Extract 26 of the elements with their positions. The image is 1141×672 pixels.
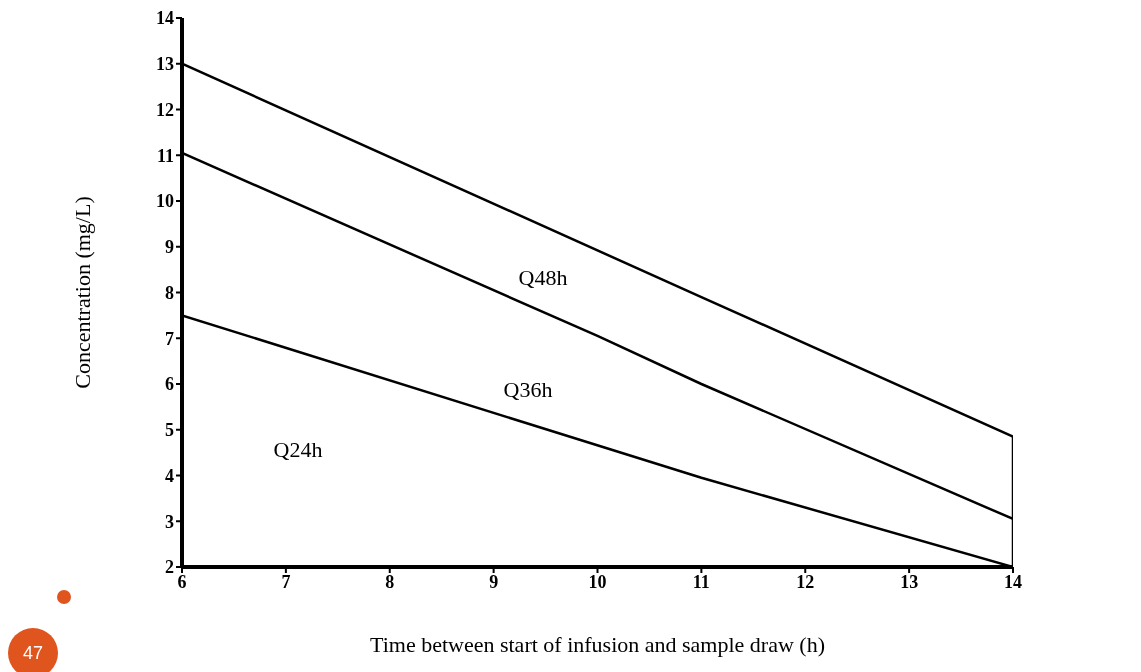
annotation: Q36h [502,376,554,404]
y-tick-label: 5 [165,420,174,441]
y-tick-label: 9 [165,237,174,258]
y-tick-label: 8 [165,282,174,303]
y-axis-title: Concentration (mg/L) [69,196,95,389]
y-tick-label: 6 [165,374,174,395]
annotation: Q48h [517,264,569,292]
x-tick-label: 9 [489,571,499,592]
x-tick-label: 10 [588,571,607,592]
x-tick-label: 7 [281,571,291,592]
x-axis-title: Time between start of infusion and sample draw (h) [370,632,825,657]
y-tick-label: 7 [165,328,174,349]
y-tick-label: 10 [156,191,174,212]
x-tick-label: 12 [796,571,815,592]
y-tick-label: 4 [165,465,174,486]
y-tick-label: 14 [156,8,174,29]
x-tick-label: 11 [692,571,710,592]
x-tick-label: 8 [385,571,395,592]
x-tick-label: 13 [900,571,919,592]
y-tick-label: 3 [165,511,174,532]
y-tick-label: 12 [156,99,174,120]
y-tick-label: 13 [156,54,174,75]
x-tick-label: 14 [1004,571,1022,592]
y-tick-label: 11 [156,145,174,166]
y-tick-label: 2 [165,557,174,578]
annotation: Q24h [272,436,324,464]
